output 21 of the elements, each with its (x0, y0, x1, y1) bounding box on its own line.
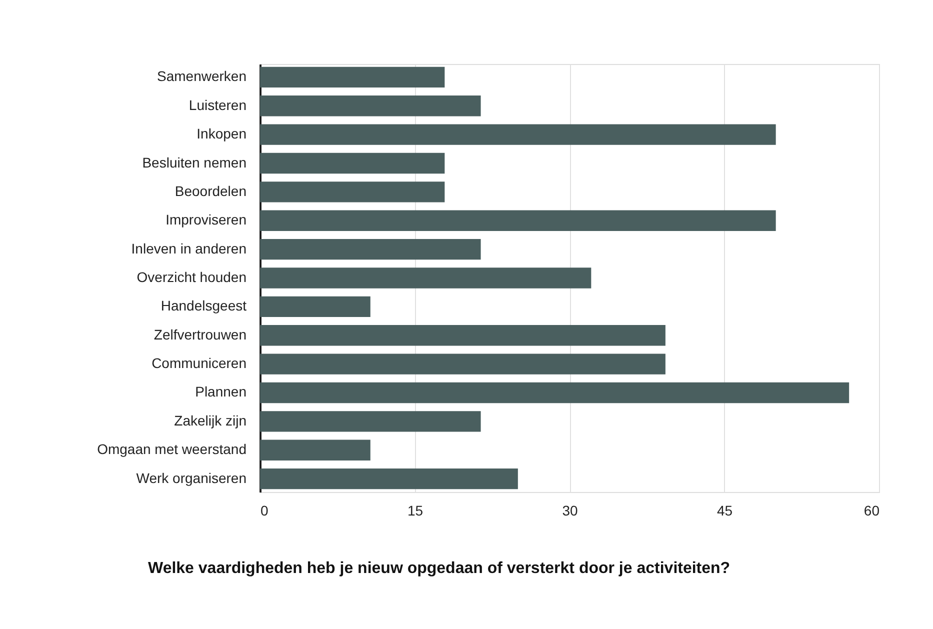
y-tick-label: Communiceren (152, 355, 246, 372)
y-tick-label: Zakelijk zijn (174, 412, 246, 428)
y-tick-label: Beoordelen (174, 182, 246, 199)
x-tick-label: 0 (260, 502, 268, 518)
y-tick-label: Besluiten nemen (142, 154, 246, 170)
y-tick-label: Luisteren (188, 96, 246, 113)
y-tick-label: Samenwerken (157, 68, 246, 84)
y-tick-label: Werk organiseren (136, 470, 246, 486)
text: Welke vaardigheden heb je nieuw opgedaan of versterkt door je activiteiten? (148, 560, 730, 577)
y-tick-label: Handelsgeest (160, 298, 247, 314)
y-tick-label: Improviseren (166, 212, 246, 228)
y-tick-label: Inleven in anderen (131, 240, 246, 256)
x-tick-label: 15 (407, 502, 424, 518)
x-tick-label: 45 (716, 502, 733, 518)
x-tick-label: 30 (562, 502, 578, 518)
x-tick-label: 60 (864, 502, 880, 518)
y-tick-label: Overzicht houden (136, 269, 246, 285)
y-tick-label: Omgaan met weerstand (97, 441, 246, 458)
y-tick-label: Zelfvertrouwen (154, 326, 246, 342)
y-tick-label: Plannen (195, 384, 246, 400)
y-tick-label: Inkopen (196, 126, 246, 142)
